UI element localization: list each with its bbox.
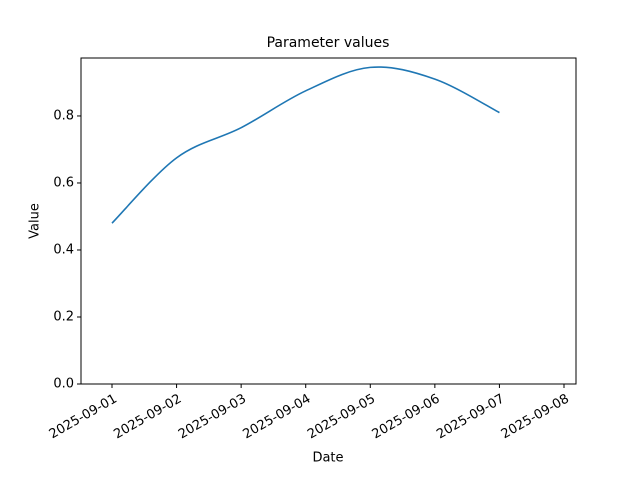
x-tick-label: 2025-09-07 xyxy=(434,392,507,443)
x-tick-label: 2025-09-08 xyxy=(499,392,572,443)
y-tick-label: 0.2 xyxy=(53,309,74,324)
x-tick-label: 2025-09-04 xyxy=(241,392,314,443)
y-tick-label: 0.8 xyxy=(53,108,74,123)
y-tick-label: 0.0 xyxy=(53,377,74,392)
x-tick-label: 2025-09-01 xyxy=(47,392,120,443)
y-tick-label: 0.6 xyxy=(53,175,74,190)
x-tick-label: 2025-09-02 xyxy=(111,392,184,443)
x-axis-label: Date xyxy=(312,451,343,466)
y-axis-label: Value xyxy=(28,203,43,239)
x-tick-label: 2025-09-05 xyxy=(305,392,378,443)
plot-frame xyxy=(80,57,577,385)
x-tick-label: 2025-09-06 xyxy=(370,392,443,443)
chart-title: Parameter values xyxy=(267,35,390,51)
x-tick-label: 2025-09-03 xyxy=(176,392,249,443)
y-tick-label: 0.4 xyxy=(53,242,74,257)
data-line xyxy=(111,66,500,224)
